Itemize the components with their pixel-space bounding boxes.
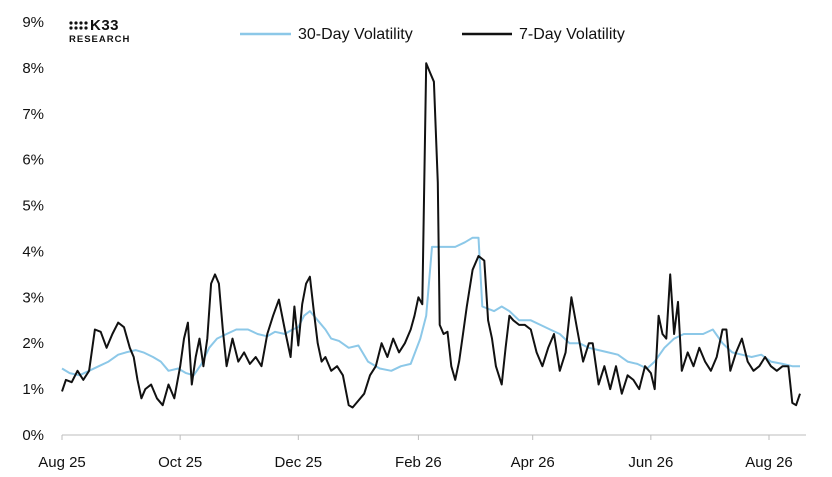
y-tick-label: 8% (22, 60, 44, 77)
y-tick-label: 5% (22, 198, 44, 215)
x-tick-label: Dec 25 (275, 454, 323, 471)
y-tick-label: 0% (22, 427, 44, 444)
y-axis: 0% 1% 2% 3% 4% 5% 6% 7% 8% 9% (22, 14, 44, 444)
y-tick-label: 7% (22, 106, 44, 123)
x-tick-label: Aug 26 (745, 454, 793, 471)
logo-mark-icon (69, 21, 88, 30)
y-tick-label: 1% (22, 381, 44, 398)
plot-area (61, 62, 801, 409)
y-tick-label: 4% (22, 243, 44, 260)
series-line-7d (61, 62, 801, 409)
y-tick-label: 3% (22, 289, 44, 306)
x-tick-label: Oct 25 (158, 454, 202, 471)
y-tick-label: 6% (22, 152, 44, 169)
legend-label-7d: 7-Day Volatility (519, 26, 625, 43)
x-tick-label: Apr 26 (511, 454, 555, 471)
series-line-30d (61, 236, 800, 377)
logo-subtitle: RESEARCH (69, 34, 130, 45)
x-axis: Aug 25 Oct 25 Dec 25 Feb 26 Apr 26 Jun 26 Aug … (38, 434, 806, 471)
y-tick-label: 9% (22, 14, 44, 31)
logo-name: K33 (90, 17, 119, 34)
legend: 30-Day Volatility 7-Day Volatility (240, 26, 625, 43)
x-tick-label: Aug 25 (38, 454, 86, 471)
y-tick-label: 2% (22, 335, 44, 352)
k33-logo: K33 RESEARCH (69, 17, 130, 45)
x-tick-label: Jun 26 (628, 454, 673, 471)
legend-label-30d: 30-Day Volatility (298, 26, 413, 43)
x-tick-label: Feb 26 (395, 454, 442, 471)
